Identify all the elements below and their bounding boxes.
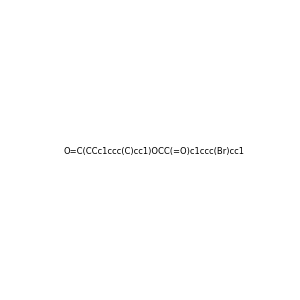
Text: O=C(CCc1ccc(C)cc1)OCC(=O)c1ccc(Br)cc1: O=C(CCc1ccc(C)cc1)OCC(=O)c1ccc(Br)cc1 bbox=[63, 147, 244, 156]
